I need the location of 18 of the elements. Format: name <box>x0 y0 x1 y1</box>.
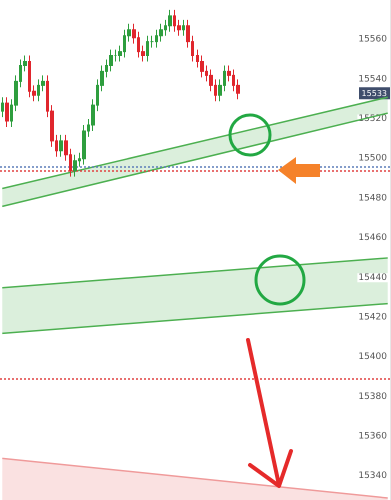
y-tick-label: 15560 <box>358 34 388 45</box>
y-tick-label: 15480 <box>358 193 388 204</box>
y-tick-label: 15400 <box>358 352 388 362</box>
candlestick <box>1 96 4 118</box>
annotation: 15533 <box>362 88 387 98</box>
y-tick-label: 15440 <box>358 272 388 283</box>
candlestick <box>73 154 77 178</box>
y-tick-label: 15360 <box>358 432 388 442</box>
candlestick <box>182 19 185 36</box>
candlestick <box>168 9 172 32</box>
y-tick-label: 15420 <box>358 312 388 322</box>
y-tick-label: 15540 <box>358 74 388 84</box>
y-tick-label: 15460 <box>358 233 388 244</box>
candlestick <box>5 96 9 128</box>
y-tick-label: 15380 <box>358 392 388 402</box>
candlestick <box>59 134 63 158</box>
y-tick-label: 15500 <box>358 154 388 164</box>
y-tick-label: 15340 <box>358 471 388 482</box>
